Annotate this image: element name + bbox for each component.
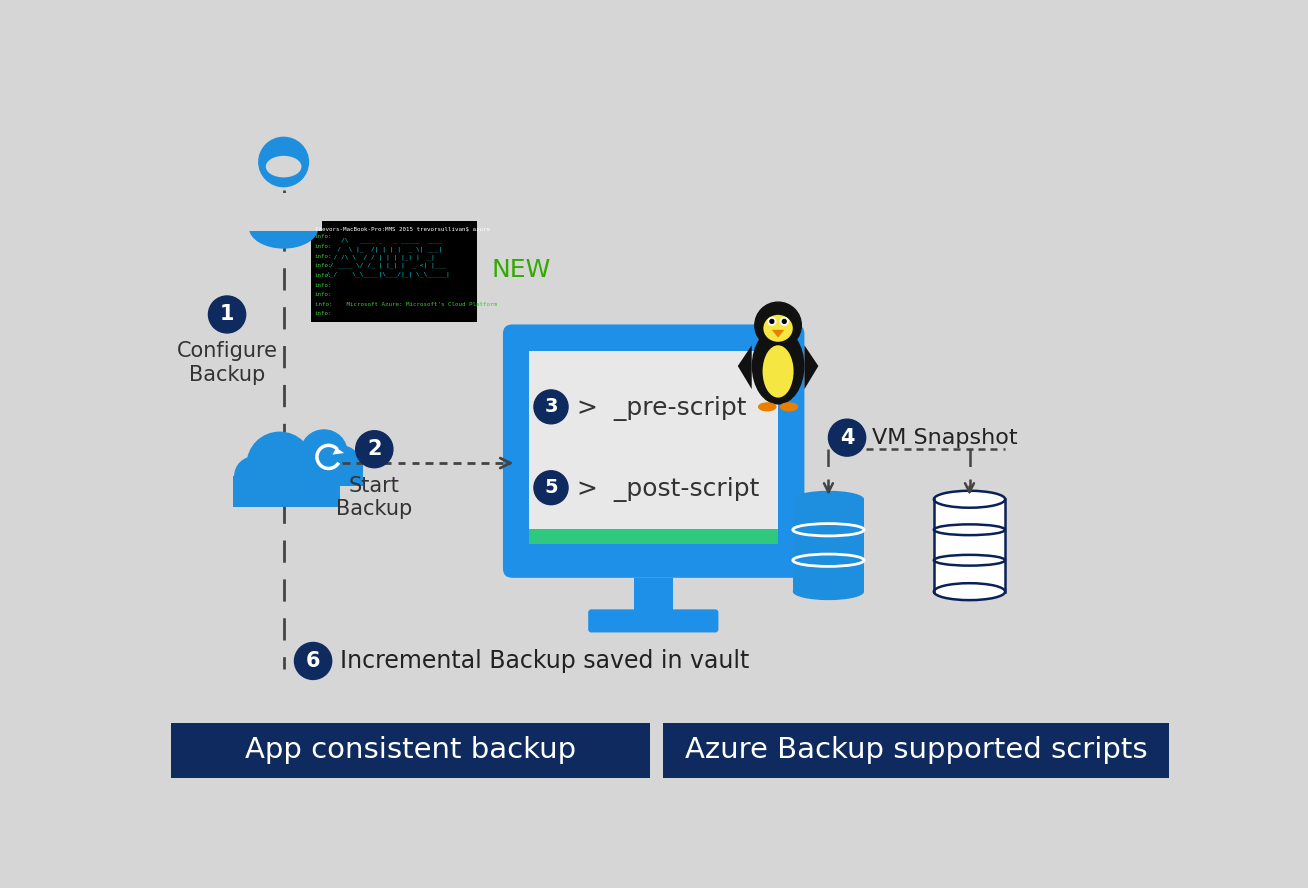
Text: NEW: NEW bbox=[492, 258, 551, 281]
Ellipse shape bbox=[266, 155, 301, 178]
FancyBboxPatch shape bbox=[663, 723, 1169, 778]
Ellipse shape bbox=[757, 402, 777, 411]
FancyBboxPatch shape bbox=[301, 464, 362, 486]
Text: info:: info: bbox=[315, 234, 332, 240]
FancyBboxPatch shape bbox=[793, 499, 865, 591]
Circle shape bbox=[356, 431, 392, 468]
Text: info:: info: bbox=[315, 263, 332, 268]
Text: 5: 5 bbox=[544, 479, 557, 497]
Text: Incremental Backup saved in vault: Incremental Backup saved in vault bbox=[340, 649, 749, 673]
Ellipse shape bbox=[793, 491, 865, 508]
Text: info:: info: bbox=[315, 244, 332, 249]
Text: info:    Microsoft Azure: Microsoft's Cloud Platform: info: Microsoft Azure: Microsoft's Cloud… bbox=[315, 302, 497, 306]
Text: App consistent backup: App consistent backup bbox=[245, 736, 577, 765]
FancyBboxPatch shape bbox=[530, 528, 778, 544]
Text: Trevors-MacBook-Pro:MMS 2015 trevorsullivan$ azure: Trevors-MacBook-Pro:MMS 2015 trevorsulli… bbox=[315, 226, 489, 232]
Circle shape bbox=[768, 318, 776, 325]
FancyBboxPatch shape bbox=[504, 324, 804, 578]
FancyBboxPatch shape bbox=[311, 220, 477, 322]
Circle shape bbox=[294, 643, 332, 679]
Circle shape bbox=[247, 432, 313, 497]
Text: 4: 4 bbox=[840, 428, 854, 448]
Text: / /\ \  / / | | | |_) |  _|: / /\ \ / / | | | |_) | _| bbox=[326, 254, 436, 260]
Text: info:: info: bbox=[315, 273, 332, 278]
Text: /  \ |_  /| | | |  _ \| ___|: / \ |_ /| | | | _ \| ___| bbox=[326, 246, 442, 251]
FancyBboxPatch shape bbox=[171, 723, 650, 778]
Ellipse shape bbox=[780, 402, 798, 411]
Text: 2: 2 bbox=[368, 440, 382, 459]
Polygon shape bbox=[772, 329, 785, 337]
Text: VM Snapshot: VM Snapshot bbox=[872, 428, 1018, 448]
Text: /_/    \_\____|\___/|_| \_\_____|: /_/ \_\____|\___/|_| \_\_____| bbox=[326, 272, 450, 277]
Text: /\   ____ _   _ _____  ____: /\ ____ _ _ _____ ____ bbox=[326, 237, 442, 243]
FancyBboxPatch shape bbox=[233, 476, 340, 507]
Circle shape bbox=[782, 320, 786, 323]
Text: info:: info: bbox=[315, 312, 332, 316]
Text: Start
Backup: Start Backup bbox=[336, 476, 412, 519]
Circle shape bbox=[301, 430, 347, 476]
Text: Azure Backup supported scripts: Azure Backup supported scripts bbox=[684, 736, 1147, 765]
Text: info:: info: bbox=[315, 254, 332, 258]
Ellipse shape bbox=[752, 328, 804, 405]
Polygon shape bbox=[804, 345, 819, 389]
Ellipse shape bbox=[763, 345, 794, 398]
Text: / ____ \/ /_ | |_| |  _ <| |___: / ____ \/ /_ | |_| | _ <| |___ bbox=[326, 263, 446, 268]
Text: >  _post-script: > _post-script bbox=[577, 477, 760, 502]
Circle shape bbox=[323, 446, 360, 483]
Text: info:: info: bbox=[315, 292, 332, 297]
Circle shape bbox=[208, 296, 246, 333]
Text: 1: 1 bbox=[220, 305, 234, 324]
Text: info:: info: bbox=[315, 282, 332, 288]
Circle shape bbox=[235, 457, 273, 496]
Circle shape bbox=[534, 390, 568, 424]
Circle shape bbox=[828, 419, 866, 456]
Ellipse shape bbox=[764, 315, 793, 342]
Circle shape bbox=[770, 320, 774, 323]
Text: 3: 3 bbox=[544, 397, 557, 416]
Ellipse shape bbox=[249, 206, 319, 249]
Polygon shape bbox=[738, 345, 752, 389]
Circle shape bbox=[534, 471, 568, 504]
Circle shape bbox=[781, 318, 789, 325]
FancyBboxPatch shape bbox=[245, 193, 322, 231]
Circle shape bbox=[259, 138, 309, 186]
FancyBboxPatch shape bbox=[530, 351, 778, 532]
Ellipse shape bbox=[793, 583, 865, 600]
Text: Configure
Backup: Configure Backup bbox=[177, 341, 277, 385]
Circle shape bbox=[755, 302, 802, 348]
FancyBboxPatch shape bbox=[589, 609, 718, 632]
Text: 6: 6 bbox=[306, 651, 320, 671]
FancyBboxPatch shape bbox=[634, 578, 672, 613]
Circle shape bbox=[288, 448, 337, 497]
Polygon shape bbox=[332, 448, 344, 455]
Text: >  _pre-script: > _pre-script bbox=[577, 396, 747, 421]
Ellipse shape bbox=[934, 491, 1005, 508]
Ellipse shape bbox=[934, 583, 1005, 600]
FancyBboxPatch shape bbox=[934, 499, 1005, 591]
